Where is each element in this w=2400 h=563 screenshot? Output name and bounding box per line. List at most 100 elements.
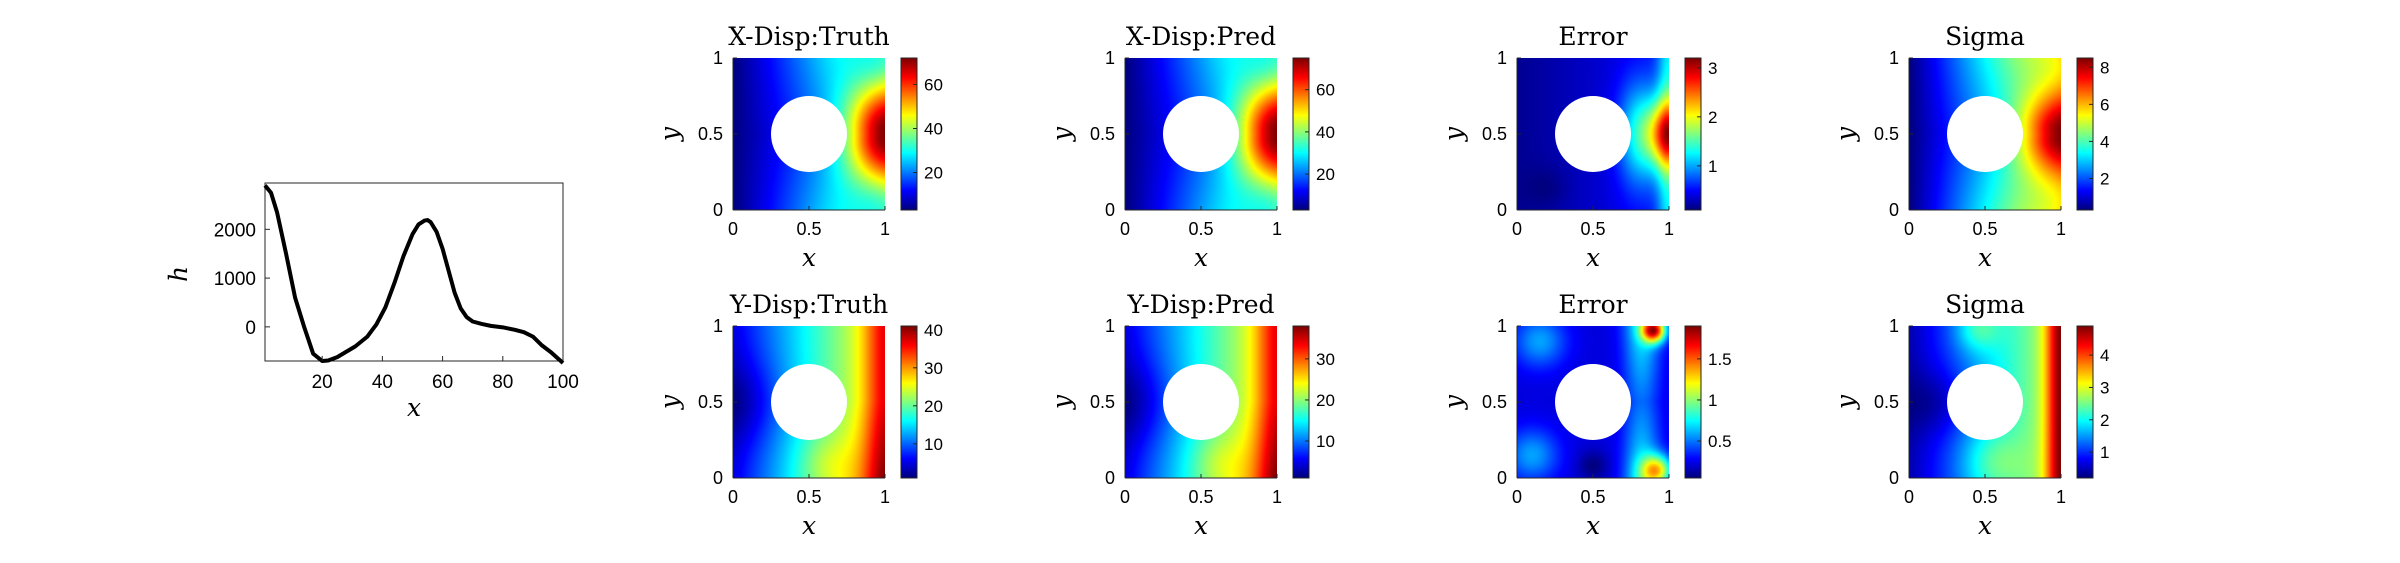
x-axis-label: x [1978, 243, 1992, 272]
x-tick-label: 0 [1904, 487, 1914, 507]
hole [1555, 96, 1631, 172]
y-tick-label: 0 [245, 318, 256, 339]
x-axis-label: x [1586, 243, 1600, 272]
y-tick-label: 0 [713, 468, 723, 488]
colorbar-tick-label: 6 [2100, 95, 2109, 114]
x-axis-label: x [407, 393, 421, 422]
y-tick-label: 1000 [214, 269, 256, 290]
x-axis-label: x [1194, 511, 1208, 540]
y-tick-label: 0.5 [1090, 392, 1115, 412]
x-axis-label: x [1194, 243, 1208, 272]
y-tick-label: 1 [1889, 316, 1899, 336]
colorbar-gradient [2077, 58, 2093, 210]
x-tick-label: 0 [728, 219, 738, 239]
x-tick-label: 1 [1272, 219, 1282, 239]
colorbar-tick-label: 4 [2100, 346, 2109, 365]
x-tick-label: 1 [880, 487, 890, 507]
x-tick-label: 1 [880, 219, 890, 239]
colorbar-tick-label: 10 [924, 435, 943, 454]
y-axis-label: y [1831, 126, 1860, 142]
x-tick-label: 60 [432, 372, 453, 393]
colorbar-tick-label: 10 [1316, 432, 1335, 451]
x-tick-label: 1 [2056, 487, 2066, 507]
y-tick-label: 0 [1497, 468, 1507, 488]
colorbar-tick-label: 20 [924, 397, 943, 416]
y-axis-label: h [164, 266, 193, 282]
hole [1163, 96, 1239, 172]
colorbar-tick-label: 60 [924, 75, 943, 94]
colorbar-tick-label: 20 [924, 164, 943, 183]
y-axis-label: y [1439, 126, 1468, 142]
x-tick-label: 80 [492, 372, 513, 393]
y-tick-label: 1 [1497, 316, 1507, 336]
y-axis-label: y [1439, 394, 1468, 410]
x-axis-label: x [802, 511, 816, 540]
y-tick-label: 0.5 [1482, 392, 1507, 412]
x-tick-label: 0.5 [1972, 219, 1997, 239]
colorbar-tick-label: 1 [1708, 157, 1717, 176]
colorbar-frame [2076, 325, 2094, 479]
x-tick-label: 20 [312, 372, 333, 393]
colorbar-frame [1292, 57, 1310, 211]
colorbar-gradient [2077, 326, 2093, 478]
y-tick-label: 0.5 [698, 392, 723, 412]
y-tick-label: 1 [1105, 48, 1115, 68]
x-sigma-panel: 0 0.5 1 0 0.5 1 Sigma x y 2 4 6 8 [1831, 22, 2109, 272]
y-axis-label: y [1047, 126, 1076, 142]
x-tick-label: 1 [1664, 219, 1674, 239]
colorbar-tick-label: 30 [1316, 350, 1335, 369]
colorbar-frame [1684, 57, 1702, 211]
hole [1163, 364, 1239, 440]
colorbar-tick-label: 1.5 [1708, 350, 1732, 369]
y-tick-label: 0.5 [1874, 392, 1899, 412]
x-error-panel: 0 0.5 1 0 0.5 1 Error x y 1 2 3 [1439, 22, 1717, 272]
colorbar-frame [900, 325, 918, 479]
x-tick-label: 0.5 [1580, 219, 1605, 239]
x-tick-label: 0.5 [1580, 487, 1605, 507]
plot-frame [264, 182, 564, 362]
panel-title: Sigma [1945, 290, 2025, 319]
colorbar-frame [900, 57, 918, 211]
colorbar-tick-label: 1 [1708, 391, 1717, 410]
panel-title: X-Disp:Pred [1126, 22, 1276, 51]
x-tick-label: 100 [547, 372, 579, 393]
y-axis-label: y [655, 126, 684, 142]
y-axis-label: y [1047, 394, 1076, 410]
hole [1947, 364, 2023, 440]
colorbar-tick-label: 40 [924, 119, 943, 138]
colorbar-gradient [901, 326, 917, 478]
x-tick-label: 1 [2056, 219, 2066, 239]
y-tick-label: 0 [1105, 200, 1115, 220]
y-tick-label: 1 [713, 316, 723, 336]
colorbar-tick-label: 40 [924, 321, 943, 340]
panel-title: Y-Disp:Pred [1126, 290, 1274, 319]
colorbar-tick-label: 3 [1708, 59, 1717, 78]
colorbar-tick-label: 2 [1708, 108, 1717, 127]
x-tick-label: 1 [1664, 487, 1674, 507]
hole [1555, 364, 1631, 440]
colorbar-tick-label: 60 [1316, 81, 1335, 100]
x-tick-label: 0 [1512, 487, 1522, 507]
y-tick-label: 0 [1889, 468, 1899, 488]
colorbar-frame [2076, 57, 2094, 211]
x-tick-label: 40 [372, 372, 393, 393]
x-tick-label: 0.5 [1188, 487, 1213, 507]
y-tick-label: 1 [1105, 316, 1115, 336]
y-axis-label: y [1831, 394, 1860, 410]
y-tick-label: 0 [1105, 468, 1115, 488]
colorbar-tick-label: 30 [924, 359, 943, 378]
colorbar-tick-label: 3 [2100, 378, 2109, 397]
colorbar-gradient [1685, 326, 1701, 478]
y-tick-label: 0 [1889, 200, 1899, 220]
y-tick-label: 1 [713, 48, 723, 68]
colorbar-tick-label: 20 [1316, 165, 1335, 184]
x-axis-label: x [802, 243, 816, 272]
y-axis-label: y [655, 394, 684, 410]
y-tick-label: 0 [1497, 200, 1507, 220]
panel-title: Error [1558, 22, 1627, 51]
x-tick-label: 0 [728, 487, 738, 507]
